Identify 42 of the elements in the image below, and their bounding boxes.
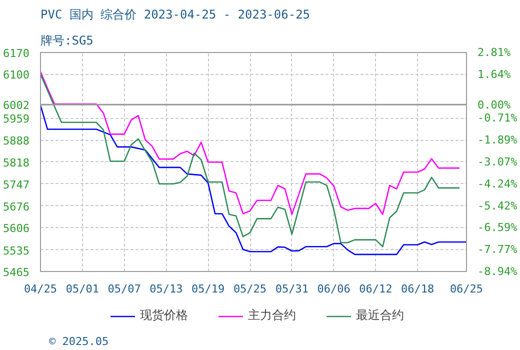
line-series: [40, 74, 460, 248]
y2-tick-label: -0.71%: [478, 112, 518, 125]
line-series: [40, 71, 460, 215]
x-tick-label: 05/19: [192, 282, 225, 296]
x-tick-label: 05/01: [66, 282, 99, 296]
y-tick-label: 5959: [3, 112, 30, 126]
legend-label: 现货价格: [140, 307, 188, 324]
y-tick-label: 5747: [3, 178, 30, 192]
line-series: [40, 104, 466, 256]
y-tick-label: 5888: [3, 134, 30, 148]
y2-tick-label: 0.00%: [478, 98, 511, 112]
y2-tick-label: 1.64%: [478, 68, 511, 81]
y-tick-label: 5676: [3, 200, 30, 214]
y-tick-label: 5818: [3, 156, 30, 170]
y2-tick-label: -8.94%: [478, 265, 518, 278]
x-tick-label: 05/31: [275, 282, 308, 296]
x-tick-label: 06/06: [317, 282, 350, 296]
y-tick-label: 6170: [3, 47, 30, 60]
y-tick-label: 5465: [3, 266, 30, 279]
y-tick-label: 6002: [3, 99, 30, 112]
x-tick-label: 06/18: [401, 282, 434, 296]
x-tick-label: 06/25: [450, 282, 484, 296]
y2-tick-label: -6.59%: [478, 221, 518, 234]
x-tick-label: 05/07: [108, 282, 141, 296]
legend-label: 主力合约: [248, 307, 296, 324]
y-tick-label: 5535: [3, 244, 30, 258]
y2-tick-label: 2.81%: [478, 46, 511, 59]
chart-subtitle: 牌号:SG5: [40, 34, 94, 48]
chart-title: PVC 国内 综合价 2023-04-25 - 2023-06-25: [40, 8, 310, 22]
y2-tick-label: -5.42%: [478, 199, 518, 212]
x-tick-label: 06/12: [359, 282, 392, 296]
y2-tick-label: -7.77%: [478, 243, 518, 256]
y2-tick-label: -1.89%: [478, 134, 518, 147]
y2-tick-label: -4.24%: [478, 177, 518, 190]
y2-tick-label: -3.07%: [478, 156, 518, 169]
text: © 2025.05: [49, 334, 109, 348]
y-tick-label: 6100: [3, 68, 30, 82]
x-tick-label: 05/25: [233, 282, 267, 296]
legend-label: 最近合约: [356, 307, 404, 324]
y-tick-label: 5606: [3, 222, 30, 236]
x-tick-label: 04/25: [24, 282, 58, 296]
x-tick-label: 05/13: [150, 282, 183, 296]
